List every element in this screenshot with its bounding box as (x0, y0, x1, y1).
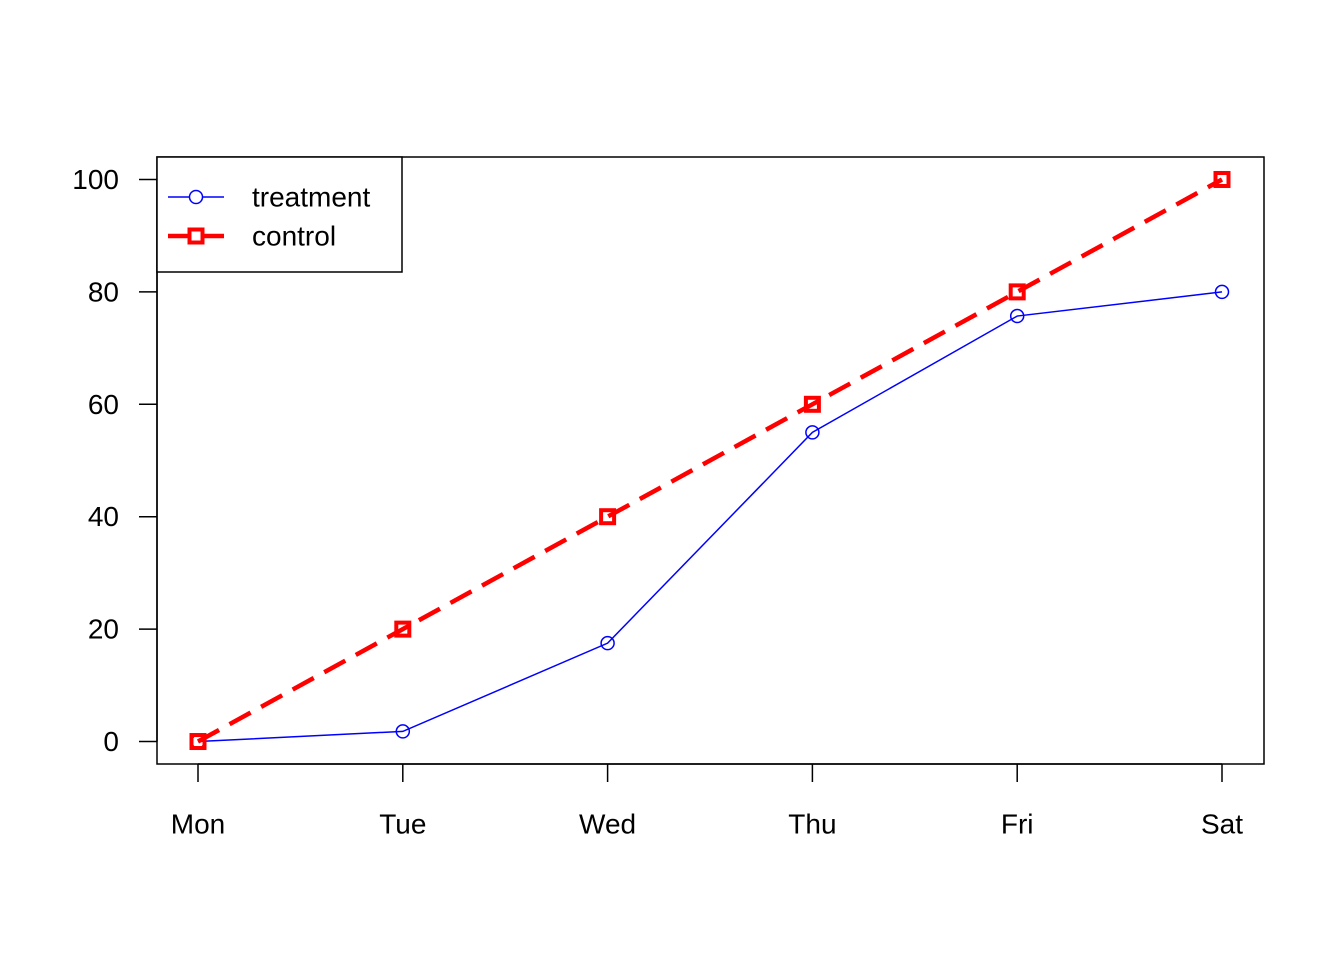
x-tick-label: Fri (1001, 809, 1034, 840)
y-tick-label: 60 (88, 389, 119, 420)
data-point (1008, 283, 1026, 301)
series-line-control (196, 177, 1224, 744)
data-point (600, 635, 615, 651)
data-point (395, 724, 411, 739)
series-line-treatment (197, 291, 1223, 743)
data-point (805, 425, 820, 440)
series-layer (189, 170, 1231, 751)
legend-label: control (252, 221, 336, 252)
legend: treatment control (156, 156, 403, 273)
y-tick-label: 100 (72, 164, 119, 195)
plot-frame (156, 156, 1265, 765)
data-point (803, 395, 821, 413)
x-tick-label: Sat (1201, 809, 1243, 840)
legend-marker (188, 189, 204, 205)
data-point (599, 508, 617, 526)
legend-item-treatment: treatment (168, 182, 370, 213)
y-tick-label: 80 (88, 276, 119, 307)
y-tick-label: 20 (88, 614, 119, 645)
legend-box (156, 156, 403, 273)
legend-label: treatment (252, 182, 370, 213)
x-tick-label: Mon (171, 809, 225, 840)
series-control (189, 170, 1231, 751)
x-tick-label: Wed (579, 809, 636, 840)
data-point (189, 733, 207, 751)
y-tick-label: 0 (103, 726, 119, 757)
data-point (1213, 170, 1231, 188)
x-tick-label: Tue (379, 809, 426, 840)
legend-marker (187, 227, 205, 245)
y-tick-label: 40 (88, 501, 119, 532)
data-point (394, 620, 412, 638)
legend-item-control: control (168, 221, 336, 252)
x-tick-label: Thu (788, 809, 836, 840)
series-treatment (190, 284, 1230, 749)
data-point (1214, 284, 1230, 300)
data-point (1009, 308, 1025, 324)
